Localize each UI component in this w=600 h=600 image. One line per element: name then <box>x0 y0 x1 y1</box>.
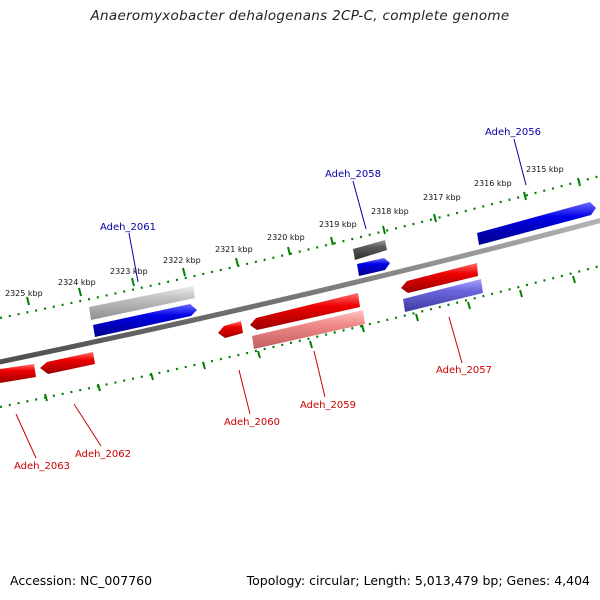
outer-major-ticks <box>26 177 581 306</box>
tick-label: 2323 kbp <box>110 267 148 276</box>
major-tick <box>97 383 101 392</box>
tick-label: 2321 kbp <box>215 245 253 254</box>
major-tick <box>519 289 523 298</box>
gene-leader-line <box>313 350 326 398</box>
genome-info-text: Topology: circular; Length: 5,013,479 bp… <box>246 573 590 588</box>
tick-label: 2317 kbp <box>423 193 461 202</box>
outer-scale-line <box>0 174 600 320</box>
inner-scale-line <box>0 264 600 409</box>
gene-feature[interactable] <box>252 310 365 349</box>
tick-label: 2322 kbp <box>163 256 201 265</box>
gene-leader-line <box>513 138 527 186</box>
gene-leader-line <box>448 316 463 364</box>
major-tick <box>182 267 186 277</box>
gene-label[interactable]: Adeh_2062 <box>75 449 131 460</box>
accession-text: Accession: NC_007760 <box>10 573 153 588</box>
gene-leader-lines <box>15 138 527 459</box>
major-tick <box>257 350 261 359</box>
tick-label: 2316 kbp <box>474 179 512 188</box>
gene-feature[interactable] <box>250 293 360 330</box>
major-tick <box>287 246 291 256</box>
tick-label: 2324 kbp <box>58 278 96 287</box>
major-tick <box>467 301 471 310</box>
tick-label: 2315 kbp <box>526 165 564 174</box>
major-tick <box>382 225 386 235</box>
gene-leader-line <box>128 232 139 283</box>
major-tick <box>78 287 82 297</box>
gene-feature[interactable] <box>401 263 478 293</box>
tick-labels: 2315 kbp 2316 kbp 2317 kbp 2318 kbp 2319… <box>5 165 564 298</box>
major-tick <box>523 191 527 201</box>
gene-feature[interactable] <box>357 258 390 276</box>
gene-feature[interactable] <box>218 321 243 338</box>
reverse-strand-features <box>0 263 483 383</box>
major-tick <box>150 372 154 381</box>
major-tick <box>309 340 313 349</box>
major-tick <box>361 324 365 333</box>
gene-feature[interactable] <box>0 364 36 383</box>
gene-feature[interactable] <box>353 240 387 260</box>
gene-leader-line <box>73 403 102 447</box>
gene-label[interactable]: Adeh_2056 <box>485 127 541 138</box>
tick-label: 2320 kbp <box>267 233 305 242</box>
major-tick <box>131 277 135 287</box>
inner-major-ticks <box>44 275 576 402</box>
genome-backbone <box>0 218 600 365</box>
major-tick <box>202 361 206 370</box>
gene-label[interactable]: Adeh_2059 <box>300 400 356 411</box>
gene-feature[interactable] <box>40 352 95 374</box>
gene-label[interactable]: Adeh_2060 <box>224 417 280 428</box>
major-tick <box>415 313 419 322</box>
major-tick <box>572 275 576 284</box>
gene-leader-line <box>352 180 367 230</box>
gene-label[interactable]: Adeh_2058 <box>325 169 381 180</box>
gene-label[interactable]: Adeh_2061 <box>100 222 156 233</box>
gene-label[interactable]: Adeh_2057 <box>436 365 492 376</box>
tick-label: 2319 kbp <box>319 220 357 229</box>
major-tick <box>26 296 30 306</box>
genome-title: Anaeromyxobacter dehalogenans 2CP-C, com… <box>90 8 510 24</box>
tick-label: 2318 kbp <box>371 207 409 216</box>
gene-leader-line <box>15 413 37 459</box>
gene-feature[interactable] <box>403 279 483 312</box>
major-tick <box>330 236 334 246</box>
gene-feature[interactable] <box>89 286 195 320</box>
gene-feature[interactable] <box>93 304 197 337</box>
major-tick <box>44 393 48 402</box>
tick-label: 2325 kbp <box>5 289 43 298</box>
forward-strand-features <box>89 202 596 337</box>
major-tick <box>235 257 239 267</box>
gene-leader-line <box>238 369 251 415</box>
gene-label[interactable]: Adeh_2063 <box>14 461 70 472</box>
major-tick <box>433 213 437 223</box>
gene-feature[interactable] <box>477 202 596 245</box>
major-tick <box>577 177 581 187</box>
gene-labels: Adeh_2056 Adeh_2058 Adeh_2061 Adeh_2057 … <box>14 127 541 472</box>
